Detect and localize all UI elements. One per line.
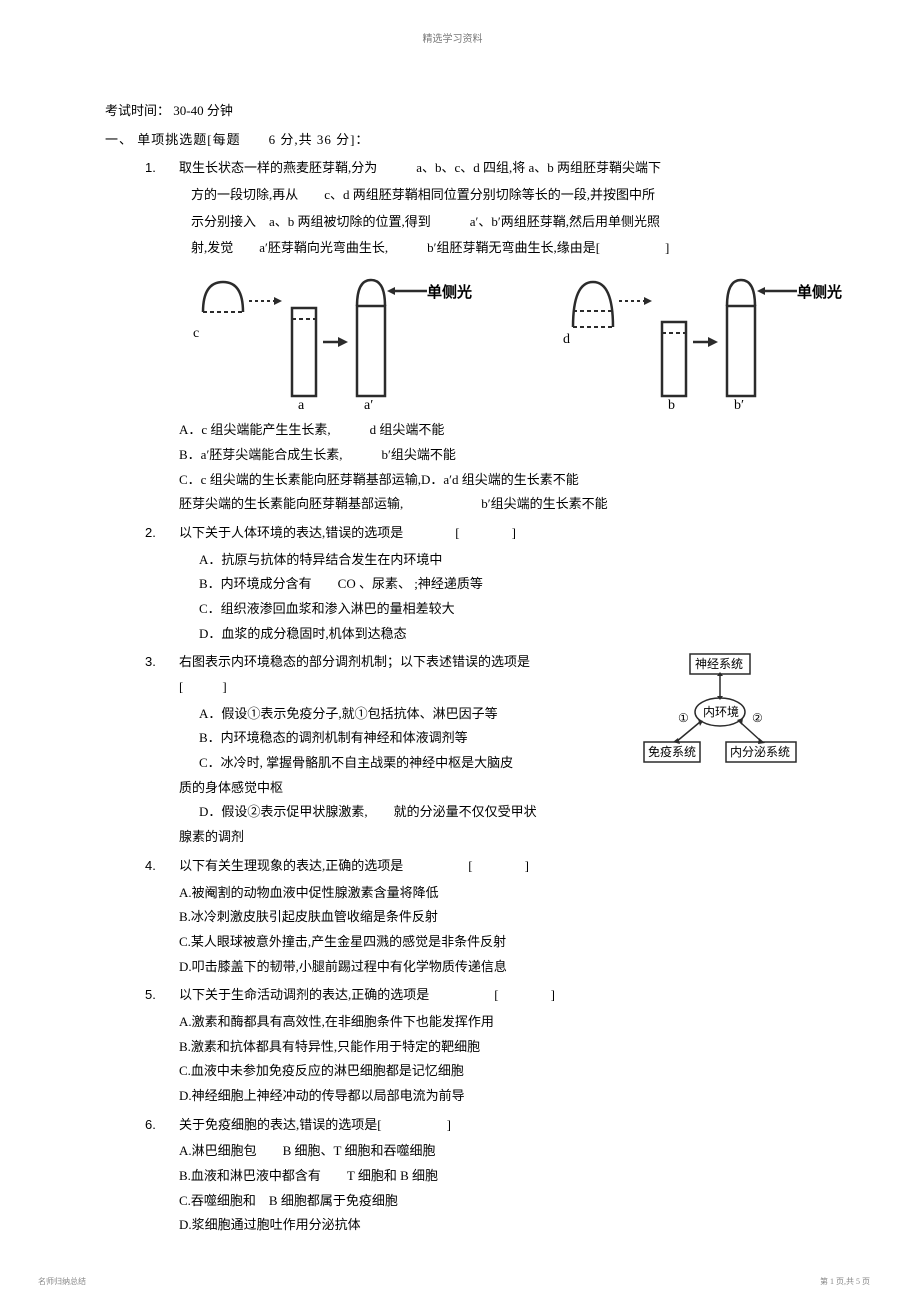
page-footer: 名师归纳总结 第 1 页,共 5 页 [0, 1274, 920, 1289]
svg-text:内分泌系统: 内分泌系统 [730, 745, 790, 759]
q5-stem: 以下关于生命活动调剂的表达,正确的选项是 [ ] [179, 983, 800, 1008]
svg-text:②: ② [752, 711, 763, 725]
svg-text:免疫系统: 免疫系统 [648, 744, 696, 759]
q1-stem-line: 示分别接入 a、b 两组被切除的位置,得到 a′、b′两组胚芽鞘,然后用单侧光照 [191, 210, 800, 235]
q6-optA: A.淋巴细胞包 B 细胞、T 细胞和吞噬细胞 [179, 1139, 800, 1164]
footer-left: 名师归纳总结 [38, 1274, 86, 1289]
question-6: 6. 关于免疫细胞的表达,错误的选项是[ ] A.淋巴细胞包 B 细胞、T 细胞… [145, 1113, 800, 1238]
question-4: 4. 以下有关生理现象的表达,正确的选项是 [ ] A.被阉割的动物血液中促性腺… [145, 854, 800, 979]
q3-stem: 右图表示内环境稳态的部分调剂机制；以下表述错误的选项是 [ ] [179, 650, 622, 699]
q5-optB: B.激素和抗体都具有特异性,只能作用于特定的靶细胞 [179, 1035, 800, 1060]
question-number: 6. [145, 1113, 179, 1238]
q6-optD: D.浆细胞通过胞吐作用分泌抗体 [179, 1213, 800, 1238]
svg-text:神经系统: 神经系统 [695, 657, 743, 671]
q2-optB: B．内环境成分含有 CO 、尿素、 ;神经递质等 [199, 572, 800, 597]
question-number: 1. [145, 156, 179, 517]
q4-optA: A.被阉割的动物血液中促性腺激素含量将降低 [179, 881, 800, 906]
section-title: 一、 单项挑选题[每题 6 分,共 36 分]： [105, 128, 800, 153]
q1-stem-line: 射,发觉 a′胚芽鞘向光弯曲生长, b′组胚芽鞘无弯曲生长,缘由是[ ] [191, 236, 800, 261]
q3-optD-tail: 腺素的调剂 [179, 825, 622, 850]
label-ap: a′ [364, 398, 373, 412]
q1-figures: c a [189, 267, 800, 412]
question-number: 2. [145, 521, 179, 646]
q3-optC-tail: 质的身体感觉中枢 [179, 776, 622, 801]
q1-optA: A．c 组尖端能产生生长素, d 组尖端不能 [179, 418, 800, 443]
q3-optB: B．内环境稳态的调剂机制有神经和体液调剂等 [199, 726, 622, 751]
q2-stem: 以下关于人体环境的表达,错误的选项是 [ ] [179, 521, 800, 546]
q6-optB: B.血液和淋巴液中都含有 T 细胞和 B 细胞 [179, 1164, 800, 1189]
q1-optB: B．a′胚芽尖端能合成生长素, b′组尖端不能 [179, 443, 800, 468]
q1-optC-tail: 胚芽尖端的生长素能向胚芽鞘基部运输, b′组尖端的生长素不能 [179, 492, 800, 517]
question-3: 3. 右图表示内环境稳态的部分调剂机制；以下表述错误的选项是 [ ] A．假设①… [145, 650, 800, 850]
question-1: 1. 取生长状态一样的燕麦胚芽鞘,分为 a、b、c、d 四组,将 a、b 两组胚… [145, 156, 800, 517]
question-2: 2. 以下关于人体环境的表达,错误的选项是 [ ] A．抗原与抗体的特异结合发生… [145, 521, 800, 646]
q3-optC: C．冰冷时, 掌握骨骼肌不自主战栗的神经中枢是大脑皮 [199, 751, 622, 776]
question-5: 5. 以下关于生命活动调剂的表达,正确的选项是 [ ] A.激素和酶都具有高效性… [145, 983, 800, 1108]
page-header: 精选学习资料 [105, 30, 800, 49]
q1-stem-line: 方的一段切除,再从 c、d 两组胚芽鞘相同位置分别切除等长的一段,并按图中所 [191, 183, 800, 208]
q4-optB: B.冰冷刺激皮肤引起皮肤血管收缩是条件反射 [179, 905, 800, 930]
svg-text:内环境: 内环境 [703, 704, 739, 719]
q4-optD: D.叩击膝盖下的韧带,小腿前踢过程中有化学物质传递信息 [179, 955, 800, 980]
light-label-left: 单侧光 [427, 279, 472, 308]
q4-optC: C.某人眼球被意外撞击,产生金星四溅的感觉是非条件反射 [179, 930, 800, 955]
q6-optC: C.吞噬细胞和 B 细胞都属于免疫细胞 [179, 1189, 800, 1214]
label-b: b [668, 398, 675, 412]
footer-right: 第 1 页,共 5 页 [820, 1274, 870, 1289]
exam-time-label: 考试时间： 30-40 分钟 [105, 99, 800, 124]
label-a: a [298, 398, 305, 412]
label-d: d [563, 332, 570, 347]
label-c: c [193, 326, 199, 341]
q3-optA: A．假设①表示免疫分子,就①包括抗体、淋巴因子等 [199, 702, 622, 727]
q5-optC: C.血液中未参加免疫反应的淋巴细胞都是记忆细胞 [179, 1059, 800, 1084]
q2-optA: A．抗原与抗体的特异结合发生在内环境中 [199, 548, 800, 573]
q1-figure-left: c a [189, 267, 429, 412]
q6-stem: 关于免疫细胞的表达,错误的选项是[ ] [179, 1113, 800, 1138]
question-number: 3. [145, 650, 179, 850]
q1-figure-right: d b [559, 267, 799, 412]
label-bp: b′ [734, 398, 744, 412]
q3-figure: 神经系统 内环境 免疫系统 内分泌系统 [640, 650, 800, 760]
question-number: 4. [145, 854, 179, 979]
q5-optA: A.激素和酶都具有高效性,在非细胞条件下也能发挥作用 [179, 1010, 800, 1035]
q1-optC: C．c 组尖端的生长素能向胚芽鞘基部运输,D．a′d 组尖端的生长素不能 [179, 468, 800, 493]
q4-stem: 以下有关生理现象的表达,正确的选项是 [ ] [179, 854, 800, 879]
q3-optD: D．假设②表示促甲状腺激素, 就的分泌量不仅仅受甲状 [199, 800, 622, 825]
q5-optD: D.神经细胞上神经冲动的传导都以局部电流为前导 [179, 1084, 800, 1109]
light-label-right: 单侧光 [797, 279, 842, 308]
q2-optD: D．血浆的成分稳固时,机体到达稳态 [199, 622, 800, 647]
svg-text:①: ① [678, 711, 689, 725]
q1-stem-line: 取生长状态一样的燕麦胚芽鞘,分为 a、b、c、d 四组,将 a、b 两组胚芽鞘尖… [179, 156, 800, 181]
question-number: 5. [145, 983, 179, 1108]
q2-optC: C．组织液渗回血浆和渗入淋巴的量相差较大 [199, 597, 800, 622]
